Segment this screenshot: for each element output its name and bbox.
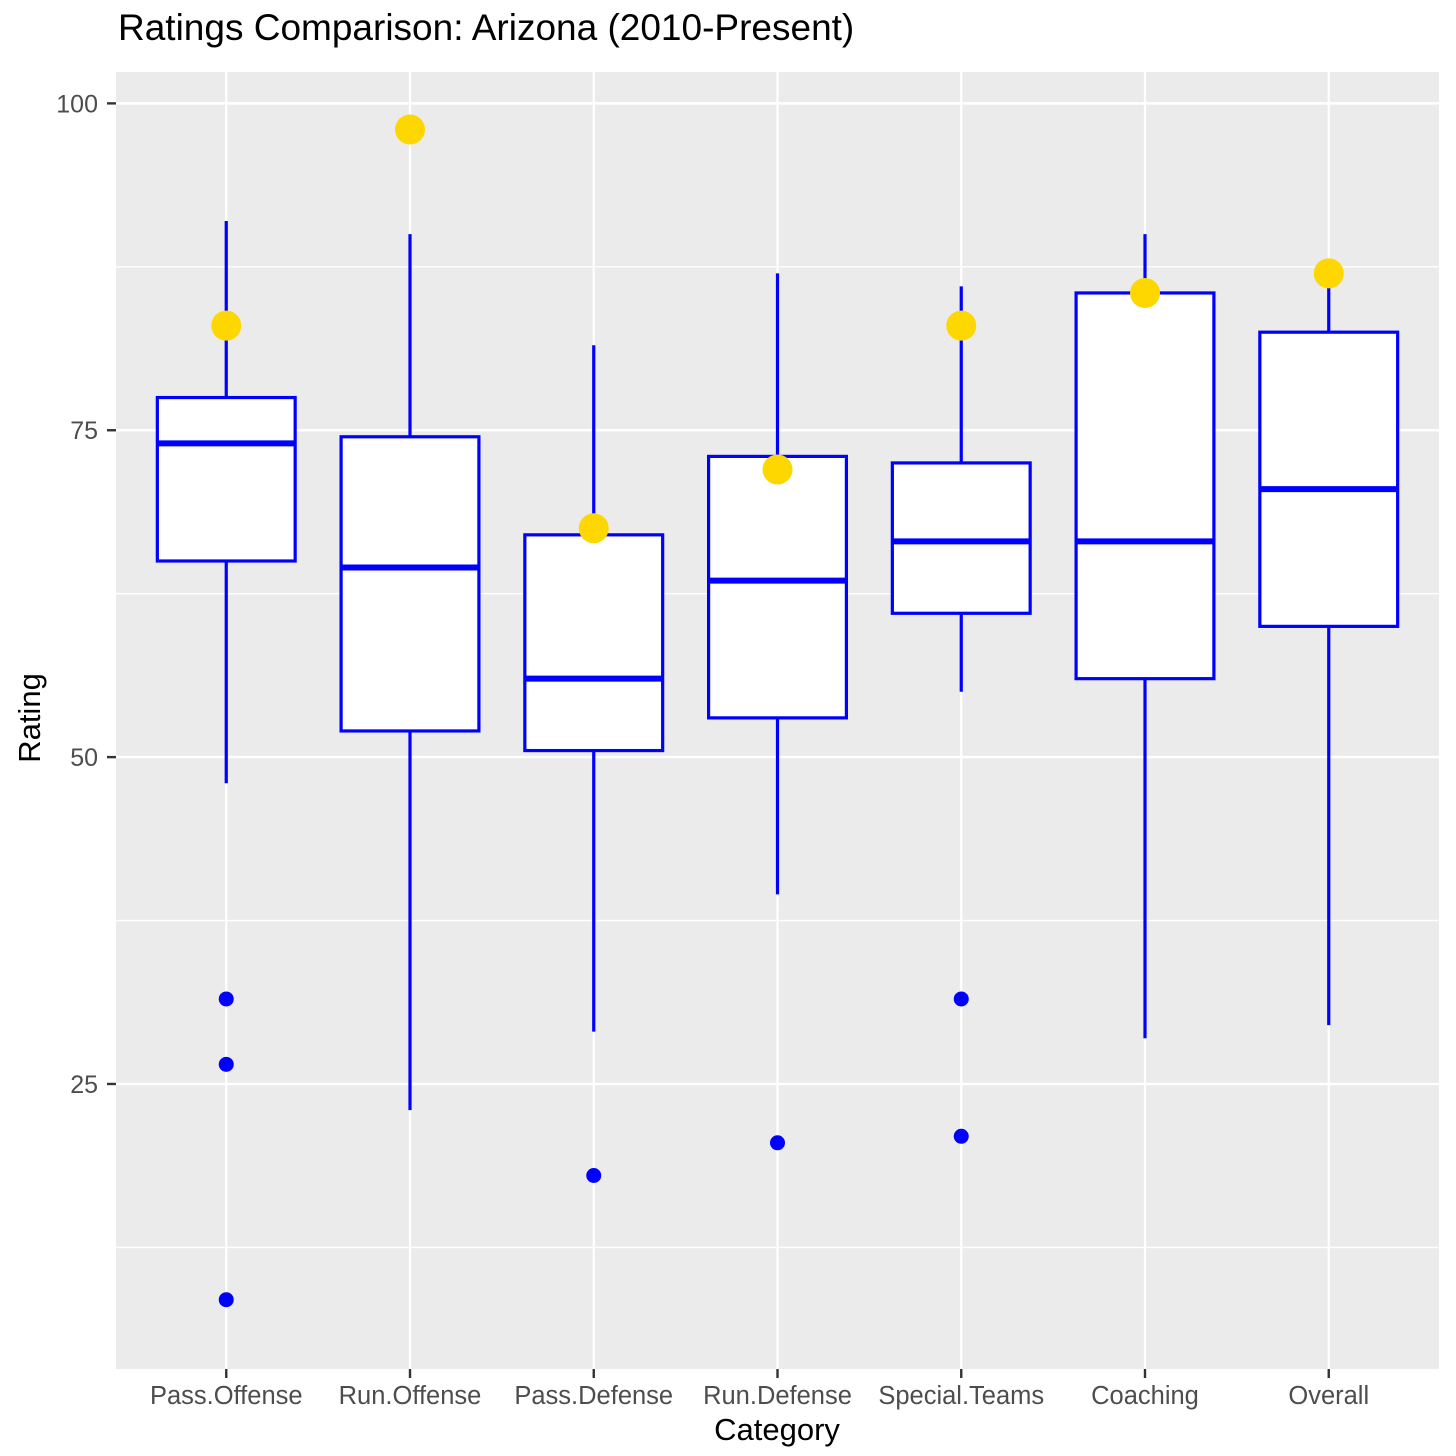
y-tick-label: 75	[70, 417, 98, 445]
outlier-dot	[953, 991, 969, 1007]
x-tick-label: Special.Teams	[878, 1382, 1044, 1410]
highlight-dot	[211, 310, 242, 341]
boxplot-run-offense	[339, 114, 481, 1111]
outlier-dot	[218, 1292, 234, 1308]
iqr-box	[1074, 291, 1216, 681]
outlier-dot	[770, 1135, 785, 1151]
iqr-box	[890, 461, 1032, 615]
iqr-box	[523, 533, 665, 753]
highlight-dot	[1313, 258, 1344, 289]
highlight-dot	[578, 513, 609, 544]
boxplot-run-defense	[706, 273, 849, 1151]
iqr-box	[155, 395, 297, 563]
x-tick-label: Pass.Defense	[514, 1382, 673, 1410]
boxplot-pass-defense	[523, 345, 665, 1183]
highlight-dot	[395, 114, 425, 145]
x-tick-label: Overall	[1288, 1382, 1369, 1410]
x-axis-title: Category	[714, 1412, 840, 1447]
outlier-dot	[218, 991, 234, 1007]
x-tick-label: Pass.Offense	[150, 1382, 303, 1410]
y-axis-title: Rating	[12, 673, 47, 763]
iqr-box	[1258, 330, 1400, 628]
boxplot-coaching	[1074, 234, 1216, 1039]
outlier-dot	[218, 1056, 234, 1072]
boxplot-overall	[1258, 258, 1400, 1026]
x-tick-label: Run.Offense	[339, 1382, 482, 1410]
y-tick-label: 100	[56, 90, 98, 118]
plot-title: Ratings Comparison: Arizona (2010-Presen…	[118, 7, 855, 48]
iqr-box	[706, 454, 849, 720]
highlight-dot	[1130, 277, 1160, 308]
x-tick-label: Run.Defense	[703, 1382, 852, 1410]
boxplot-special-teams	[890, 286, 1032, 1144]
highlight-dot	[946, 310, 977, 341]
x-tick-label: Coaching	[1091, 1382, 1199, 1410]
outlier-dot	[953, 1128, 969, 1144]
y-tick-label: 50	[70, 744, 98, 772]
iqr-box	[339, 435, 481, 733]
y-tick-label: 25	[70, 1071, 98, 1099]
boxplot-pass-offense	[155, 221, 297, 1308]
outlier-dot	[586, 1167, 602, 1183]
highlight-dot	[762, 454, 793, 485]
